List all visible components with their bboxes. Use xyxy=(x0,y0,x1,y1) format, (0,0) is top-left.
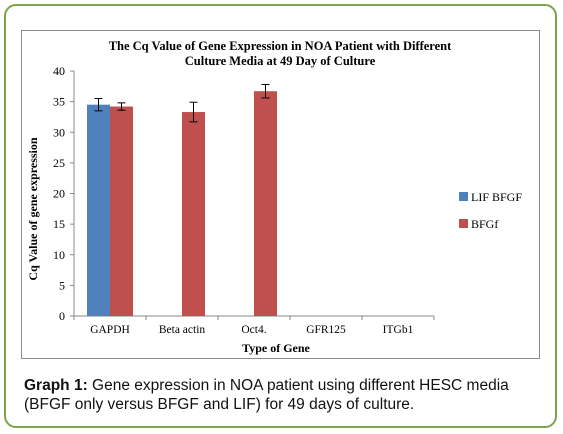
y-tick-label: 0 xyxy=(59,309,65,323)
x-axis-label: Type of Gene xyxy=(242,341,310,355)
y-tick-label: 30 xyxy=(53,125,65,139)
x-tick-label: GFR125 xyxy=(306,324,346,336)
caption-text: Gene expression in NOA patient using dif… xyxy=(24,377,509,413)
legend-label: BFGf xyxy=(471,217,498,231)
y-tick-label: 15 xyxy=(53,217,65,231)
legend-label: LIF BFGF xyxy=(471,190,522,204)
y-tick-label: 20 xyxy=(53,187,65,201)
legend-swatch xyxy=(459,192,468,201)
x-tick-label: GAPDH xyxy=(90,324,130,336)
x-tick-label: Beta actin xyxy=(159,324,206,336)
x-tick-label: Oct4. xyxy=(241,324,266,336)
y-tick-label: 10 xyxy=(53,248,65,262)
y-axis-label: Cq Value of gene expression xyxy=(26,137,40,280)
chart-title-line-2: Culture Media at 49 Day of Culture xyxy=(185,54,376,68)
bar xyxy=(110,106,133,317)
bar xyxy=(87,104,110,316)
y-tick-label: 35 xyxy=(53,95,65,109)
figure-caption: Graph 1: Gene expression in NOA patient … xyxy=(24,376,539,414)
y-tick-label: 5 xyxy=(59,278,65,292)
legend-swatch xyxy=(459,219,468,228)
bar-chart: The Cq Value of Gene Expression in NOA P… xyxy=(26,39,522,355)
bar xyxy=(182,112,205,316)
y-tick-label: 25 xyxy=(53,156,65,170)
x-tick-label: ITGb1 xyxy=(383,324,414,336)
bar xyxy=(254,91,277,317)
y-tick-label: 40 xyxy=(53,64,65,78)
chart-title-line-1: The Cq Value of Gene Expression in NOA P… xyxy=(109,39,452,53)
caption-label: Graph 1: xyxy=(24,377,88,394)
